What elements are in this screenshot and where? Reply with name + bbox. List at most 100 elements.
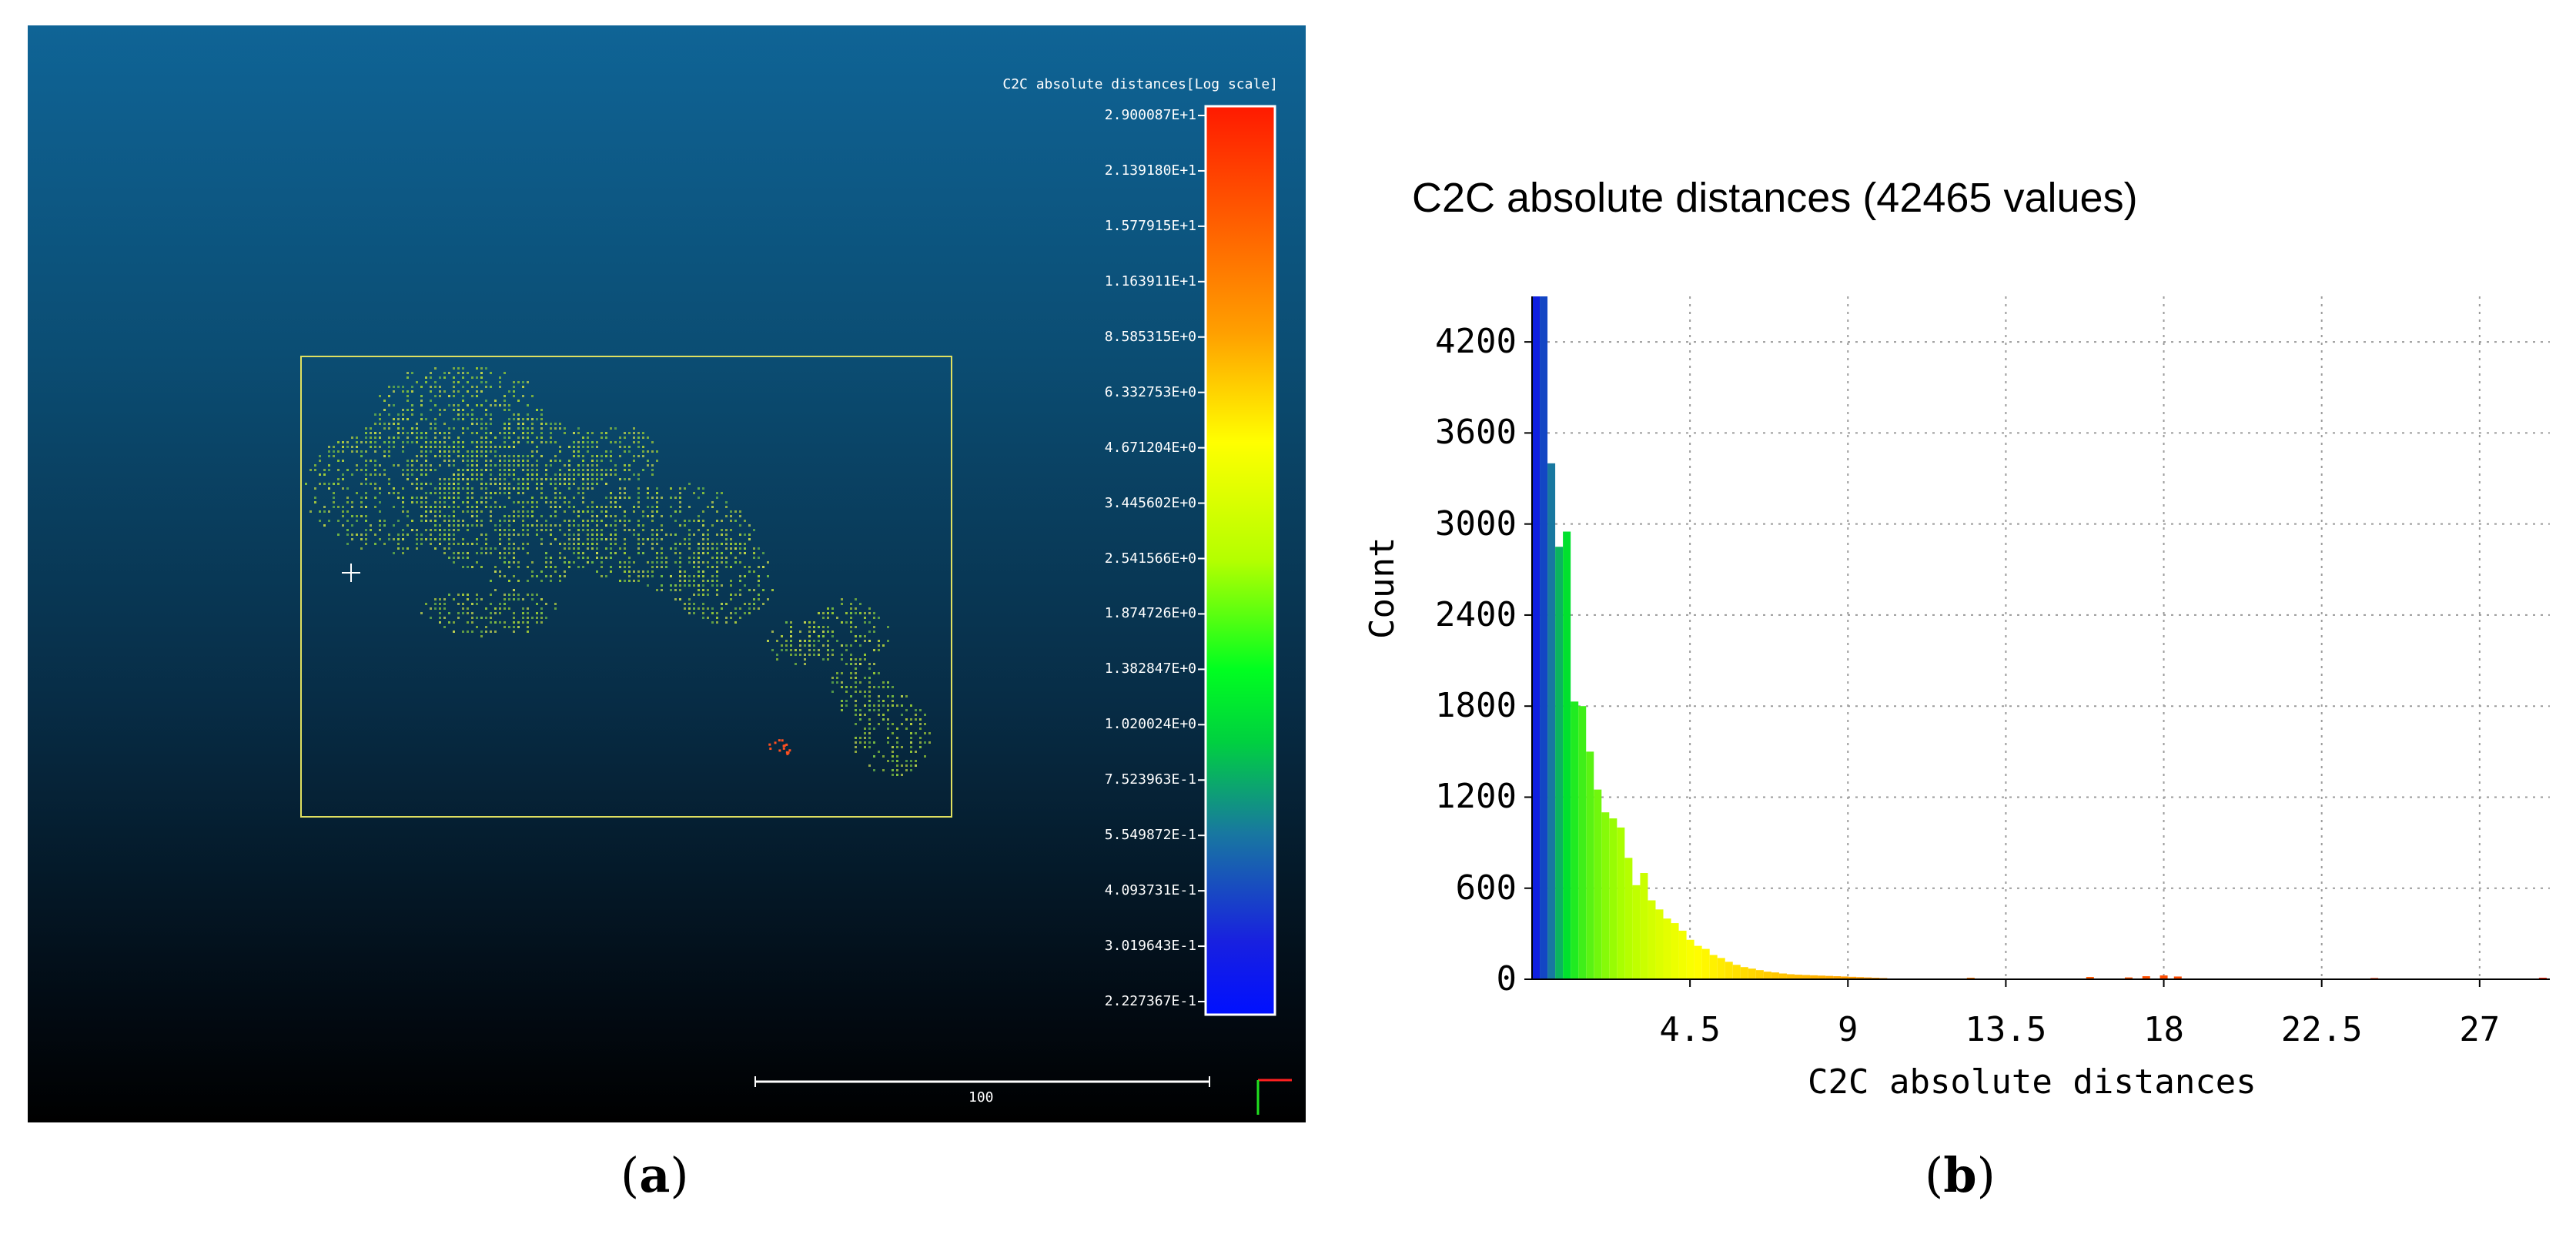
color-scale-label: 1.020024E+0: [1104, 716, 1196, 733]
histogram-bar: [1825, 975, 1834, 979]
histogram-bar: [1802, 975, 1811, 979]
histogram-bar: [1655, 909, 1664, 979]
histogram-bar: [1624, 858, 1633, 979]
histogram-bar: [1701, 948, 1710, 979]
x-tick-label: 22.5: [2280, 1010, 2363, 1049]
histogram-title: C2C absolute distances (42465 values): [1412, 175, 2138, 221]
y-tick-label: 4200: [1435, 322, 1517, 362]
y-tick-label: 1200: [1435, 777, 1517, 817]
histogram-bar: [1755, 970, 1764, 979]
caption-b: (b): [1925, 1147, 1996, 1203]
y-tick-label: 2400: [1435, 594, 1517, 634]
histogram-bar: [2173, 976, 2182, 979]
scale-bar: [754, 1076, 1210, 1087]
histogram-bar: [1640, 873, 1648, 979]
histogram-bar: [1740, 967, 1748, 979]
histogram-tick-marks: [1524, 341, 2481, 987]
scale-bar-label: 100: [969, 1089, 994, 1106]
color-scale-label: 3.019643E-1: [1104, 938, 1196, 955]
histogram-bar: [1725, 962, 1733, 979]
histogram-bar: [1794, 975, 1803, 979]
histogram-bar: [1532, 296, 1541, 979]
color-scale-label: 8.585315E+0: [1104, 328, 1196, 345]
crosshair-icon: [342, 564, 360, 582]
x-tick-label: 18: [2143, 1010, 2185, 1049]
histogram-bar: [1594, 789, 1602, 979]
histogram-bar: [1578, 706, 1587, 979]
color-scale-label: 4.671204E+0: [1104, 439, 1196, 456]
histogram-bar: [1563, 531, 1571, 979]
histogram-bar: [1540, 296, 1548, 979]
color-scale-title: C2C absolute distances[Log scale]: [1002, 76, 1278, 92]
histogram-bar: [1717, 958, 1725, 979]
color-scale-label: 6.332753E+0: [1104, 383, 1196, 400]
histogram-bar: [2142, 976, 2150, 979]
histogram-bar: [1601, 812, 1610, 979]
color-scale-label: 2.900087E+1: [1104, 107, 1196, 123]
point-cloud: [305, 367, 931, 776]
selection-frame: [300, 356, 952, 818]
histogram-bar: [2159, 975, 2168, 979]
y-tick-label: 3600: [1435, 413, 1517, 453]
histogram-bar: [1841, 976, 1849, 979]
axis-trihedron-icon: [1256, 1079, 1292, 1115]
color-scale-label: 5.549872E-1: [1104, 827, 1196, 844]
color-scale-label: 4.093731E-1: [1104, 882, 1196, 899]
y-tick-label: 0: [1496, 959, 1517, 998]
histogram-bar: [1778, 973, 1787, 979]
caption-a: (a): [621, 1147, 689, 1203]
color-scale-label: 1.874726E+0: [1104, 605, 1196, 622]
histogram-grid: [1532, 296, 2550, 979]
x-tick-label: 4.5: [1659, 1010, 1721, 1049]
histogram-bar: [1694, 945, 1702, 979]
histogram-bar: [1586, 751, 1594, 979]
histogram-bar: [1555, 547, 1564, 979]
histogram-bar: [1810, 975, 1818, 979]
x-axis-label: C2C absolute distances: [1808, 1062, 2257, 1102]
x-tick-label: 27: [2459, 1010, 2501, 1049]
histogram-bar: [1663, 918, 1671, 979]
histogram-bar: [1547, 463, 1556, 979]
histogram-bar: [1686, 939, 1694, 979]
y-tick-label: 600: [1455, 868, 1517, 908]
color-scale-tick-marks: [1198, 115, 1206, 1002]
histogram-bar: [1864, 977, 1872, 979]
histogram-bar: [1648, 900, 1656, 979]
y-tick-label: 1800: [1435, 686, 1517, 726]
histogram-bar: [1571, 701, 1579, 979]
y-axis-label: Count: [1363, 537, 1402, 639]
color-scale-label: 1.163911E+1: [1104, 273, 1196, 289]
histogram-bar: [1678, 930, 1687, 979]
histogram-bar: [1771, 972, 1779, 979]
histogram-bar: [1848, 976, 1857, 979]
histogram-bar: [1732, 965, 1741, 979]
histogram-bar: [1818, 975, 1826, 979]
histogram-bar: [1632, 885, 1641, 979]
histogram-bar: [1709, 955, 1718, 979]
x-tick-label: 9: [1838, 1010, 1858, 1049]
x-tick-label: 13.5: [1965, 1010, 2047, 1049]
y-tick-label: 3000: [1435, 503, 1517, 544]
histogram-bar: [1856, 977, 1865, 979]
histogram-bar: [1763, 972, 1771, 979]
color-scale-label: 2.227367E-1: [1104, 993, 1196, 1009]
color-scale-label: 1.577915E+1: [1104, 217, 1196, 234]
color-scale-label: 1.382847E+0: [1104, 661, 1196, 677]
viewport-graphics: [300, 105, 1292, 1115]
color-scale-label: 7.523963E-1: [1104, 771, 1196, 788]
histogram-bar: [1609, 818, 1618, 979]
histogram-bar: [1671, 923, 1679, 979]
histogram-bar: [1833, 976, 1842, 979]
color-scale-label: 3.445602E+0: [1104, 494, 1196, 511]
histogram-bars: [1532, 296, 2547, 979]
color-scale-label: 2.541566E+0: [1104, 550, 1196, 567]
histogram-bar: [1617, 827, 1625, 979]
color-scale-bar: [1204, 105, 1276, 1016]
histogram-bar: [1786, 974, 1795, 979]
histogram-bar: [2124, 977, 2133, 979]
histogram-bar: [2086, 977, 2094, 979]
point-cloud-viewport[interactable]: C2C absolute distances[Log scale] 2.9000…: [28, 25, 1306, 1122]
color-scale-label: 2.139180E+1: [1104, 162, 1196, 179]
histogram-bar: [1748, 968, 1756, 979]
